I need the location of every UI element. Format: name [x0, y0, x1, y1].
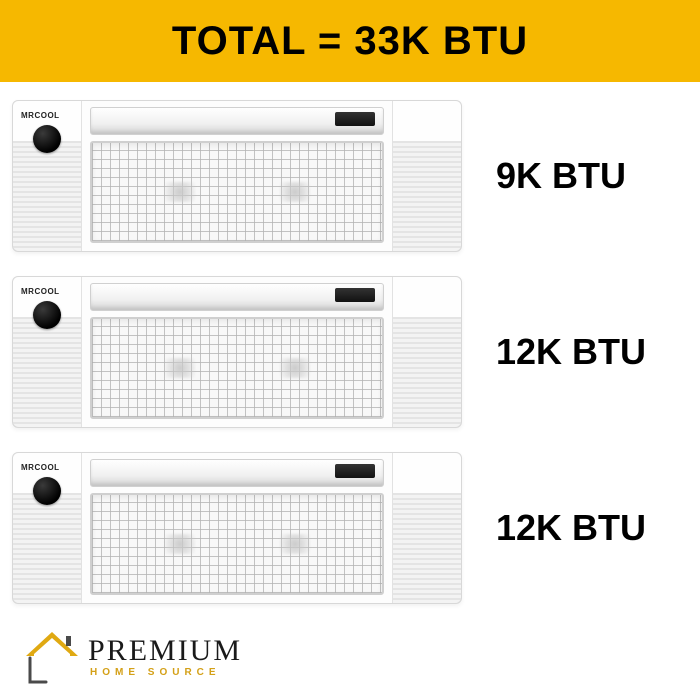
- total-header: TOTAL = 33K BTU: [0, 0, 700, 82]
- air-grille: [90, 141, 384, 243]
- units-container: MRCOOL 9K BTU MRCOOL: [0, 82, 700, 604]
- ir-sensor-icon: [33, 477, 61, 505]
- unit-left-panel: MRCOOL: [13, 277, 81, 427]
- unit-left-panel: MRCOOL: [13, 453, 81, 603]
- unit-right-panel: [393, 277, 461, 427]
- air-deflector: [90, 107, 384, 135]
- air-deflector: [90, 459, 384, 487]
- unit-row: MRCOOL 12K BTU: [12, 452, 688, 604]
- unit-btu-label: 12K BTU: [496, 331, 646, 373]
- brand-logo: PREMIUM HOME SOURCE: [22, 630, 242, 684]
- logo-main-text: PREMIUM: [88, 636, 242, 666]
- air-grille: [90, 493, 384, 595]
- air-grille: [90, 317, 384, 419]
- unit-left-panel: MRCOOL: [13, 101, 81, 251]
- ac-cassette-unit: MRCOOL: [12, 452, 462, 604]
- unit-center: [81, 277, 393, 427]
- unit-brand-label: MRCOOL: [21, 463, 60, 472]
- ac-cassette-unit: MRCOOL: [12, 276, 462, 428]
- ir-sensor-icon: [33, 301, 61, 329]
- unit-brand-label: MRCOOL: [21, 287, 60, 296]
- unit-brand-label: MRCOOL: [21, 111, 60, 120]
- logo-text-block: PREMIUM HOME SOURCE: [88, 636, 242, 678]
- unit-right-panel: [393, 453, 461, 603]
- total-header-text: TOTAL = 33K BTU: [172, 19, 528, 64]
- unit-right-panel: [393, 101, 461, 251]
- air-deflector: [90, 283, 384, 311]
- unit-row: MRCOOL 12K BTU: [12, 276, 688, 428]
- logo-sub-text: HOME SOURCE: [90, 668, 242, 678]
- unit-center: [81, 101, 393, 251]
- ir-sensor-icon: [33, 125, 61, 153]
- ac-cassette-unit: MRCOOL: [12, 100, 462, 252]
- unit-row: MRCOOL 9K BTU: [12, 100, 688, 252]
- house-icon: [22, 630, 82, 684]
- unit-btu-label: 9K BTU: [496, 155, 626, 197]
- unit-btu-label: 12K BTU: [496, 507, 646, 549]
- unit-center: [81, 453, 393, 603]
